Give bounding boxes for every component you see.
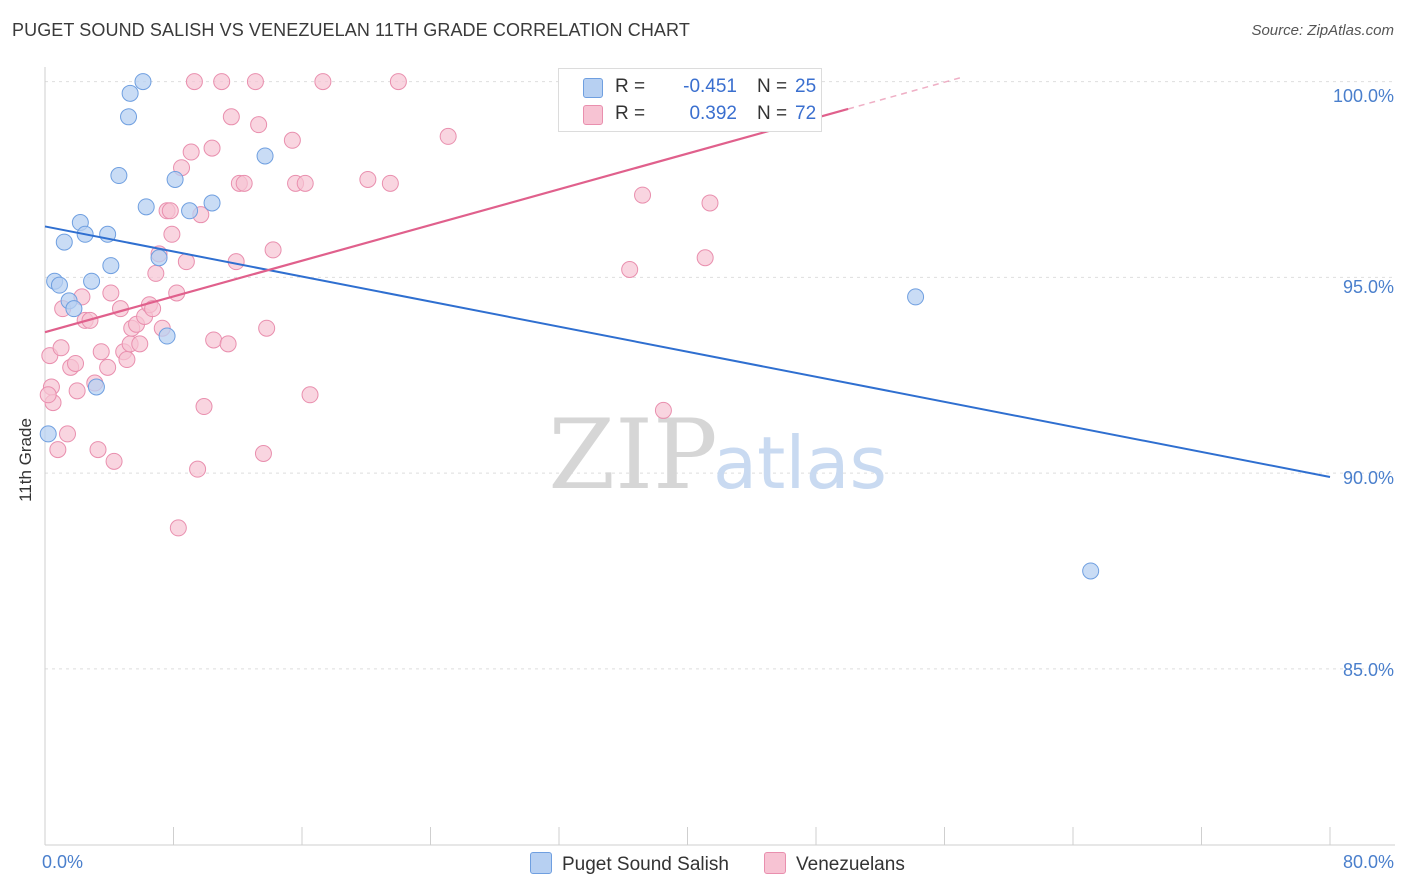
- point-venezuelans: [654, 401, 672, 419]
- point-venezuelans: [182, 143, 200, 161]
- point-venezuelans: [185, 73, 203, 91]
- point-venezuelans: [219, 335, 237, 353]
- point-venezuelans: [169, 519, 187, 537]
- y-tick-85: 85.0%: [1342, 660, 1394, 680]
- x-tick-min: 0.0%: [42, 852, 84, 872]
- legend-r-value: 0.392: [689, 103, 737, 124]
- point-venezuelans: [203, 139, 221, 157]
- y-tick-90: 90.0%: [1342, 468, 1394, 488]
- point-venezuelans: [99, 358, 117, 376]
- bottom-legend-salish: Puget Sound Salish: [530, 852, 729, 876]
- point-venezuelans: [67, 354, 85, 372]
- point-venezuelans: [301, 386, 319, 404]
- source-label: Source: ZipAtlas.com: [1251, 22, 1394, 39]
- point-salish: [166, 170, 184, 188]
- bottom-legend-label-salish: Puget Sound Salish: [562, 854, 729, 875]
- point-salish: [137, 198, 155, 216]
- point-venezuelans: [68, 382, 86, 400]
- point-salish: [55, 233, 73, 251]
- watermark-atlas: atlas: [713, 421, 887, 505]
- legend-r-label: R =: [615, 76, 646, 97]
- point-salish: [158, 327, 176, 345]
- point-venezuelans: [39, 386, 57, 404]
- point-venezuelans: [359, 170, 377, 188]
- bottom-legend-venezuelans: Venezuelans: [764, 852, 905, 876]
- point-salish: [907, 288, 925, 306]
- point-venezuelans: [52, 339, 70, 357]
- watermark-zip: ZIP: [548, 399, 717, 511]
- point-salish: [134, 73, 152, 91]
- trendline-salish: [44, 225, 1331, 478]
- point-venezuelans: [205, 331, 223, 349]
- point-venezuelans: [102, 284, 120, 302]
- point-salish: [65, 300, 83, 318]
- point-salish: [50, 276, 68, 294]
- point-venezuelans: [189, 460, 207, 478]
- point-salish: [39, 425, 57, 443]
- point-venezuelans: [92, 343, 110, 361]
- point-salish: [181, 202, 199, 220]
- trendline-venezuelans-extension: [847, 76, 961, 110]
- point-venezuelans: [250, 116, 268, 134]
- point-venezuelans: [439, 127, 457, 145]
- bottom-legend-label-venezuelans: Venezuelans: [796, 854, 905, 875]
- point-salish: [150, 249, 168, 267]
- point-venezuelans: [144, 300, 162, 318]
- legend-swatch-venezuelans: [583, 105, 603, 125]
- point-venezuelans: [296, 174, 314, 192]
- legend-r-value: -0.451: [683, 76, 737, 97]
- point-venezuelans: [195, 398, 213, 416]
- point-venezuelans: [621, 260, 639, 278]
- point-salish: [120, 108, 138, 126]
- point-venezuelans: [701, 194, 719, 212]
- point-venezuelans: [246, 73, 264, 91]
- point-salish: [102, 257, 120, 275]
- legend-r-label: R =: [615, 103, 646, 124]
- point-venezuelans: [213, 73, 231, 91]
- point-salish: [121, 84, 139, 102]
- point-venezuelans: [105, 452, 123, 470]
- point-venezuelans: [314, 73, 332, 91]
- point-salish: [203, 194, 221, 212]
- point-venezuelans: [163, 225, 181, 243]
- point-venezuelans: [389, 73, 407, 91]
- point-venezuelans: [118, 351, 136, 369]
- point-venezuelans: [283, 131, 301, 149]
- point-venezuelans: [222, 108, 240, 126]
- stats-legend: R = -0.451 N = 25 R = 0.392 N = 72: [558, 68, 822, 132]
- point-venezuelans: [634, 186, 652, 204]
- point-venezuelans: [161, 202, 179, 220]
- legend-n-label: N =: [757, 76, 788, 97]
- bottom-legend-swatch-venezuelans: [764, 852, 786, 874]
- trendline-venezuelans: [44, 107, 849, 334]
- point-salish: [83, 272, 101, 290]
- point-venezuelans: [89, 441, 107, 459]
- point-salish: [256, 147, 274, 165]
- bottom-legend-swatch-salish: [530, 852, 552, 874]
- y-axis-label: 11th Grade: [16, 418, 35, 502]
- legend-n-value: 25: [795, 76, 817, 97]
- point-venezuelans: [381, 174, 399, 192]
- point-salish: [1082, 562, 1100, 580]
- point-venezuelans: [254, 445, 272, 462]
- point-salish: [87, 378, 105, 396]
- legend-swatch-salish: [583, 78, 603, 98]
- point-venezuelans: [264, 241, 282, 259]
- y-tick-95: 95.0%: [1342, 277, 1394, 297]
- x-tick-max: 80.0%: [1342, 852, 1394, 872]
- point-venezuelans: [49, 441, 67, 459]
- point-venezuelans: [258, 319, 276, 337]
- legend-n-value: 72: [795, 103, 817, 124]
- chart-title: PUGET SOUND SALISH VS VENEZUELAN 11TH GR…: [12, 20, 690, 40]
- point-salish: [110, 167, 128, 185]
- point-venezuelans: [131, 335, 149, 353]
- legend-n-label: N =: [757, 103, 788, 124]
- point-venezuelans: [58, 425, 76, 443]
- y-tick-100: 100.0%: [1332, 86, 1394, 106]
- point-venezuelans: [147, 264, 165, 282]
- point-venezuelans: [235, 174, 253, 192]
- point-venezuelans: [696, 249, 714, 267]
